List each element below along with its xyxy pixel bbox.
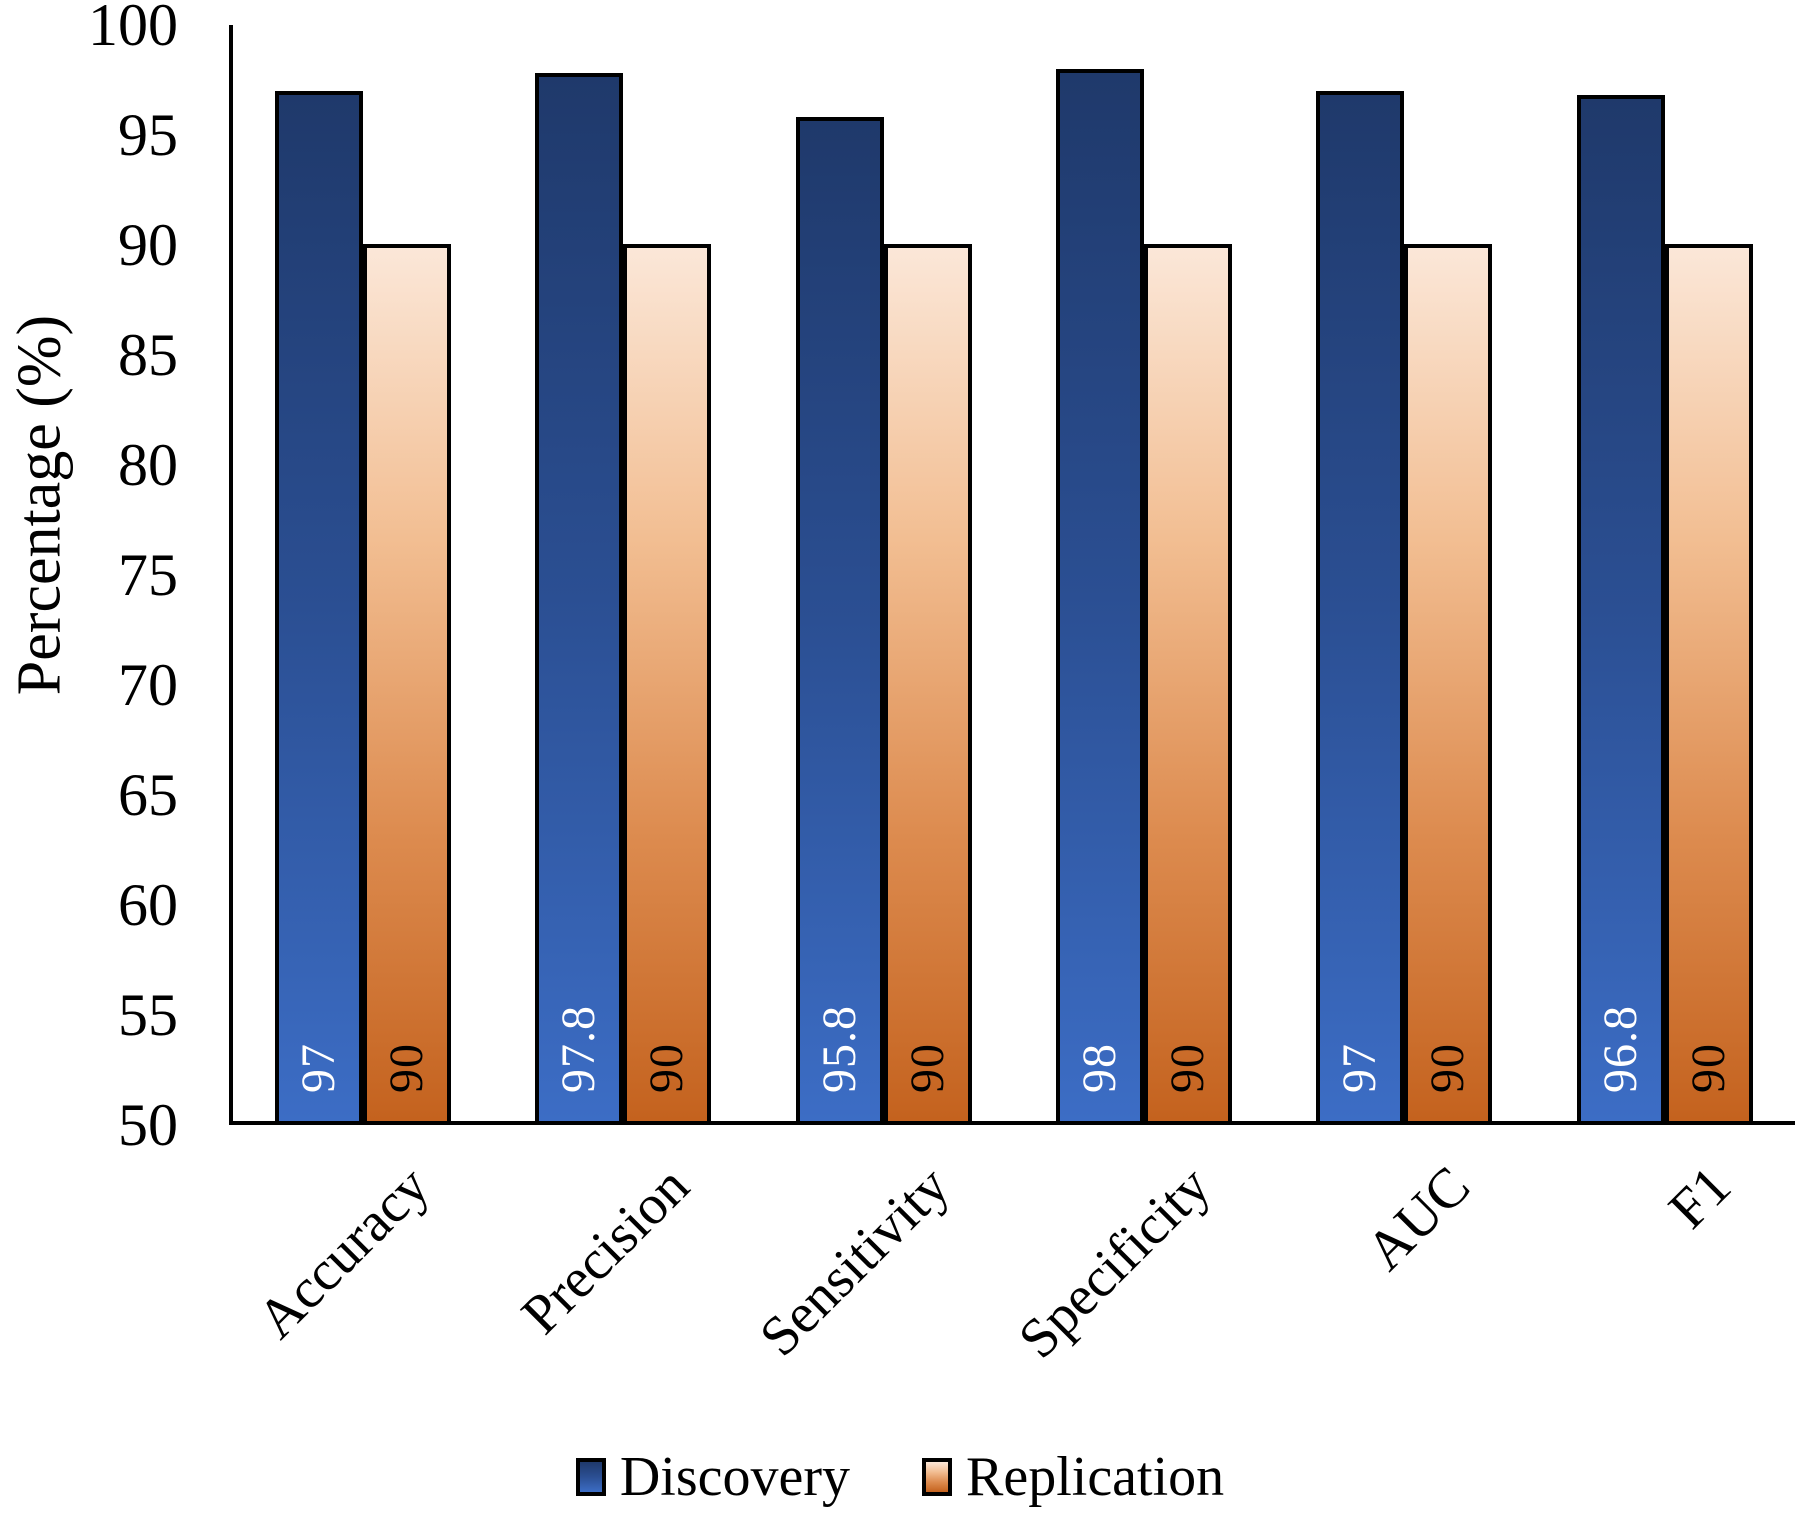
y-axis-tick-labels: 50 55 60 65 70 75 80 85 90 95 100 [0, 0, 192, 1155]
bar-group: 95.8 90 Sensitivity [748, 25, 1014, 1368]
bar-value-label: 90 [640, 1043, 694, 1093]
bar-value-label: 90 [900, 1043, 954, 1093]
bar-value-label: 90 [380, 1043, 434, 1093]
y-tick-label: 65 [118, 762, 178, 828]
x-category-label: Precision [509, 1154, 702, 1347]
x-category-label: Specificity [1006, 1154, 1222, 1371]
legend-item-replication: Replication [922, 1449, 1224, 1505]
discovery-bar: 97.8 [535, 73, 624, 1121]
legend: Discovery Replication [0, 1432, 1800, 1522]
x-category-label: Accuracy [245, 1154, 441, 1351]
discovery-bar: 97 [275, 90, 364, 1121]
bar-value-label: 95.8 [812, 1005, 866, 1093]
discovery-bar: 97 [1316, 90, 1405, 1121]
discovery-bar: 96.8 [1576, 95, 1665, 1121]
replication-bar: 90 [1664, 244, 1753, 1121]
replication-bar: 90 [363, 244, 452, 1121]
y-tick-label: 70 [118, 652, 178, 718]
replication-swatch-icon [922, 1458, 952, 1496]
legend-label: Replication [966, 1446, 1225, 1508]
replication-bar: 90 [623, 244, 712, 1121]
y-tick-label: 75 [118, 542, 178, 608]
legend-label: Discovery [619, 1446, 850, 1508]
plot-area: 97 90 Accuracy 97.8 90 Precision 95.8 90 Sensiti… [229, 25, 1795, 1370]
y-tick-label: 55 [118, 982, 178, 1048]
x-category-label: AUC [1354, 1154, 1483, 1283]
replication-bar: 90 [883, 244, 972, 1121]
legend-item-discovery: Discovery [575, 1446, 850, 1508]
discovery-swatch-icon [575, 1458, 606, 1496]
bar-group: 97 90 Accuracy [233, 25, 493, 1350]
y-tick-label: 95 [118, 102, 178, 168]
y-tick-label: 60 [118, 872, 178, 938]
bar-value-label: 97.8 [552, 1005, 606, 1093]
discovery-bar: 98 [1056, 68, 1145, 1121]
y-tick-label: 80 [118, 432, 178, 498]
bar-value-label: 97 [1333, 1043, 1387, 1093]
bar-value-label: 98 [1073, 1043, 1127, 1093]
y-tick-label: 90 [118, 212, 178, 278]
bar-value-label: 97 [292, 1043, 346, 1093]
bar-value-label: 90 [1421, 1043, 1475, 1093]
bar-group: 97 90 AUC [1274, 25, 1534, 1282]
bar-value-label: 90 [1161, 1043, 1215, 1093]
y-tick-label: 85 [118, 322, 178, 388]
bar-value-label: 96.8 [1593, 1005, 1647, 1093]
bar-group: 98 90 Specificity [1006, 25, 1274, 1370]
y-tick-label: 50 [118, 1092, 178, 1158]
bar-group: 97.8 90 Precision [493, 25, 753, 1346]
x-category-label: Sensitivity [748, 1154, 962, 1369]
x-category-label: F1 [1656, 1154, 1743, 1241]
discovery-bar: 95.8 [795, 117, 884, 1121]
bar-value-label: 90 [1681, 1043, 1735, 1093]
replication-bar: 90 [1404, 244, 1493, 1121]
y-tick-label: 100 [88, 0, 178, 58]
bar-group: 96.8 90 F1 [1535, 25, 1795, 1241]
replication-bar: 90 [1144, 244, 1233, 1121]
